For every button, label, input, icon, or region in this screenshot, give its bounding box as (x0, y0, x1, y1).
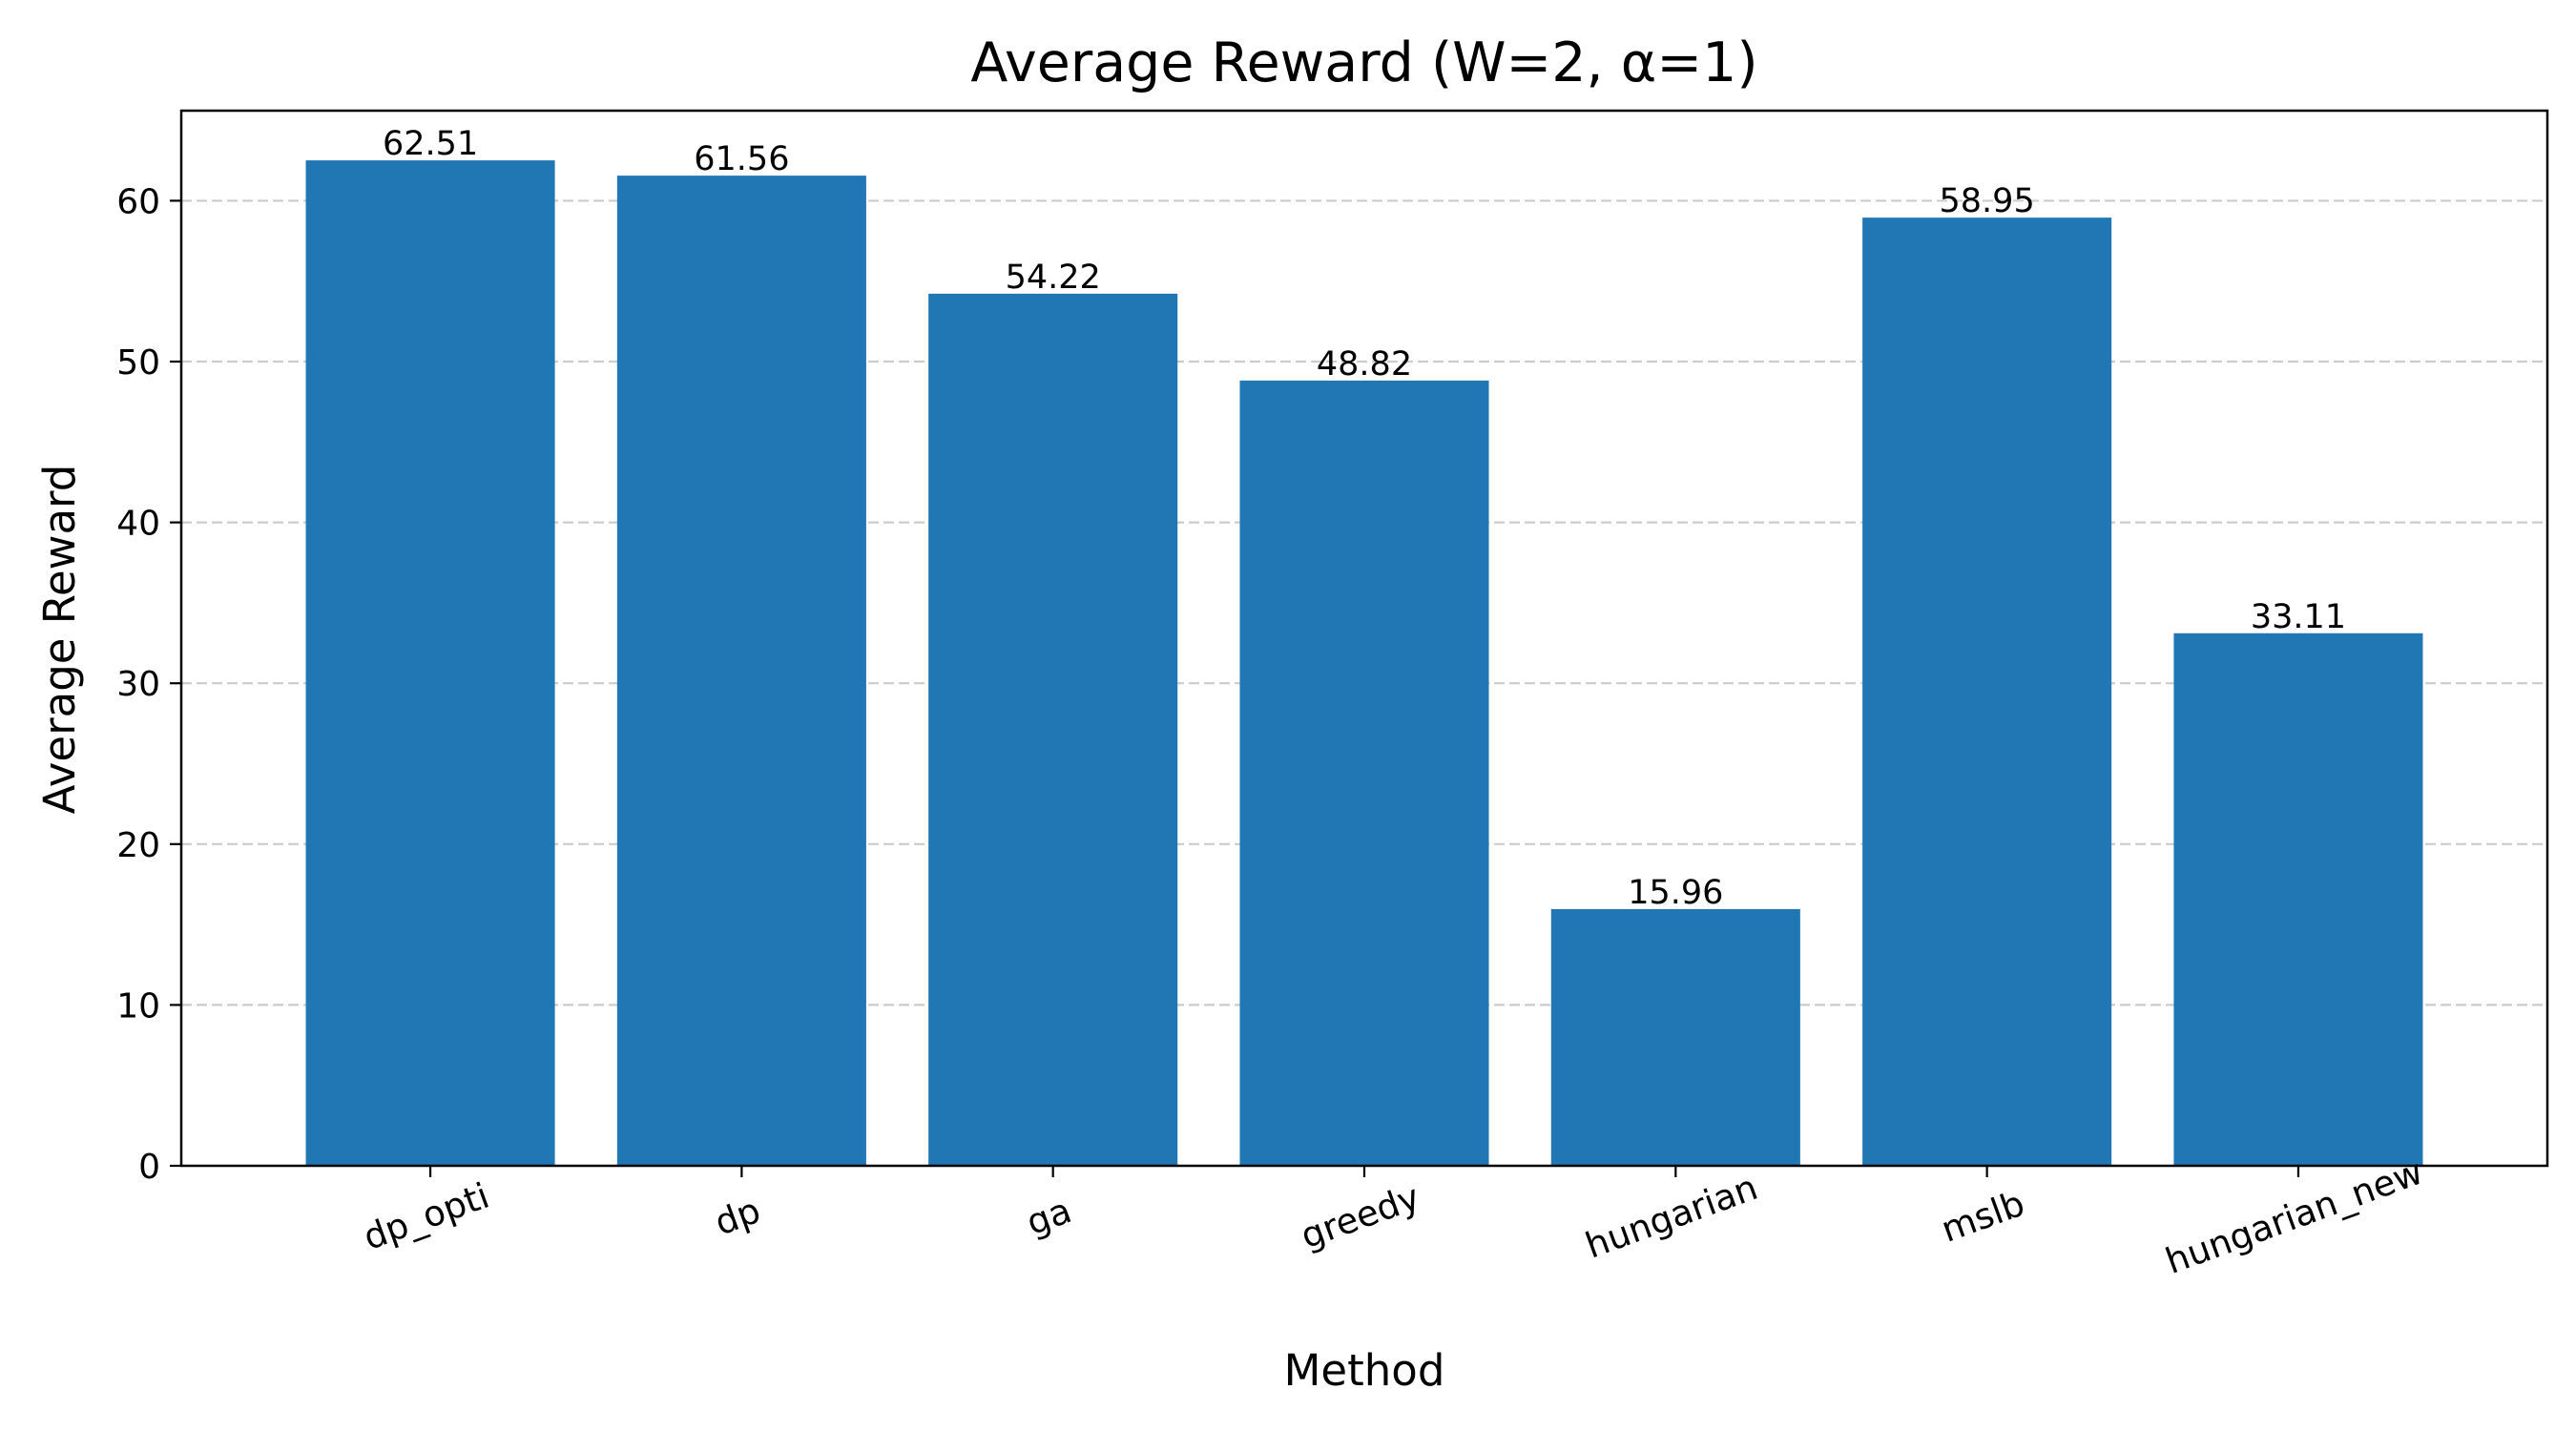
y-axis-label: Average Reward (34, 465, 85, 815)
chart-title: Average Reward (W=2, α=1) (970, 31, 1757, 94)
bar-greedy (1239, 380, 1489, 1166)
bar-value-labels: 62.51 61.56 54.22 48.82 15.96 58.95 33.11 (383, 125, 2346, 912)
x-axis-label: Method (1284, 1345, 1445, 1396)
y-tick-label: 40 (116, 505, 160, 544)
bar-dp_opti (305, 160, 555, 1166)
bar-hungarian_new (2173, 633, 2423, 1166)
y-tick-label: 50 (116, 343, 160, 383)
bar-value-label: 48.82 (1317, 345, 1412, 384)
y-tick-label: 10 (116, 986, 160, 1026)
bar-dp (616, 176, 866, 1167)
bar-ga (928, 293, 1178, 1166)
bar-value-label: 54.22 (1006, 259, 1101, 297)
y-tick-label: 30 (116, 665, 160, 704)
y-tick-label: 20 (116, 826, 160, 865)
bar-value-label: 58.95 (1940, 182, 2035, 220)
y-tick-label: 60 (116, 182, 160, 221)
y-axis-ticks: 0 10 20 30 40 50 60 (116, 182, 181, 1187)
bar-value-label: 33.11 (2251, 598, 2346, 636)
bar-value-label: 15.96 (1628, 874, 1723, 912)
y-tick-label: 0 (138, 1148, 160, 1187)
bars (305, 160, 2423, 1167)
bar-mslb (1862, 218, 2112, 1166)
bar-value-label: 61.56 (694, 140, 789, 178)
bar-hungarian (1550, 908, 1800, 1166)
bar-value-label: 62.51 (383, 125, 478, 163)
